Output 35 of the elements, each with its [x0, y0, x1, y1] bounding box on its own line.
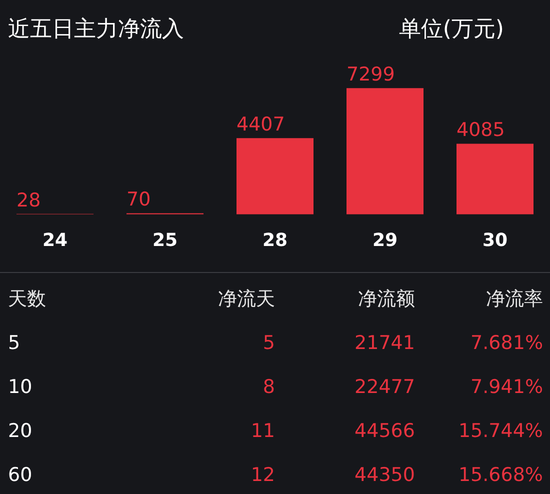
text: 21741 [354, 332, 415, 354]
text: 净流天 [217, 287, 275, 312]
text: 44566 [354, 420, 415, 442]
bar [236, 138, 314, 214]
text: 60 [7, 464, 34, 486]
data-label: 4407 [236, 114, 285, 136]
text: 11 [250, 420, 275, 442]
bar [346, 88, 424, 214]
data-label: 28 [16, 189, 41, 212]
text: 7.941% [470, 376, 543, 398]
text: 15.744% [457, 420, 543, 442]
text: 44350 [354, 464, 415, 486]
text: 8 [262, 376, 275, 398]
x-tick-label: 30 [482, 230, 508, 251]
x-tick-label: 24 [42, 230, 68, 251]
text: 天数 [7, 287, 47, 312]
x-tick-label: 28 [262, 230, 288, 251]
data-label: 4085 [456, 119, 505, 142]
text: 20 [7, 420, 34, 442]
text: 22477 [354, 376, 415, 398]
chart-subtitle: 单位(万元) [398, 16, 504, 44]
text: 5 [7, 332, 22, 354]
text: 10 [7, 376, 34, 398]
x-tick-label: 29 [372, 230, 398, 251]
data-label: 70 [126, 188, 151, 211]
bar [456, 144, 534, 214]
text: 净流率 [485, 287, 543, 312]
text: 15.668% [457, 464, 543, 486]
text: 净流额 [357, 287, 415, 312]
text: 7.681% [470, 332, 543, 354]
chart-title: 近五日主力净流入 [8, 16, 184, 44]
x-tick-label: 25 [152, 230, 178, 251]
data-label: 7299 [346, 64, 395, 86]
text: 5 [262, 332, 275, 354]
text: 12 [250, 464, 275, 486]
